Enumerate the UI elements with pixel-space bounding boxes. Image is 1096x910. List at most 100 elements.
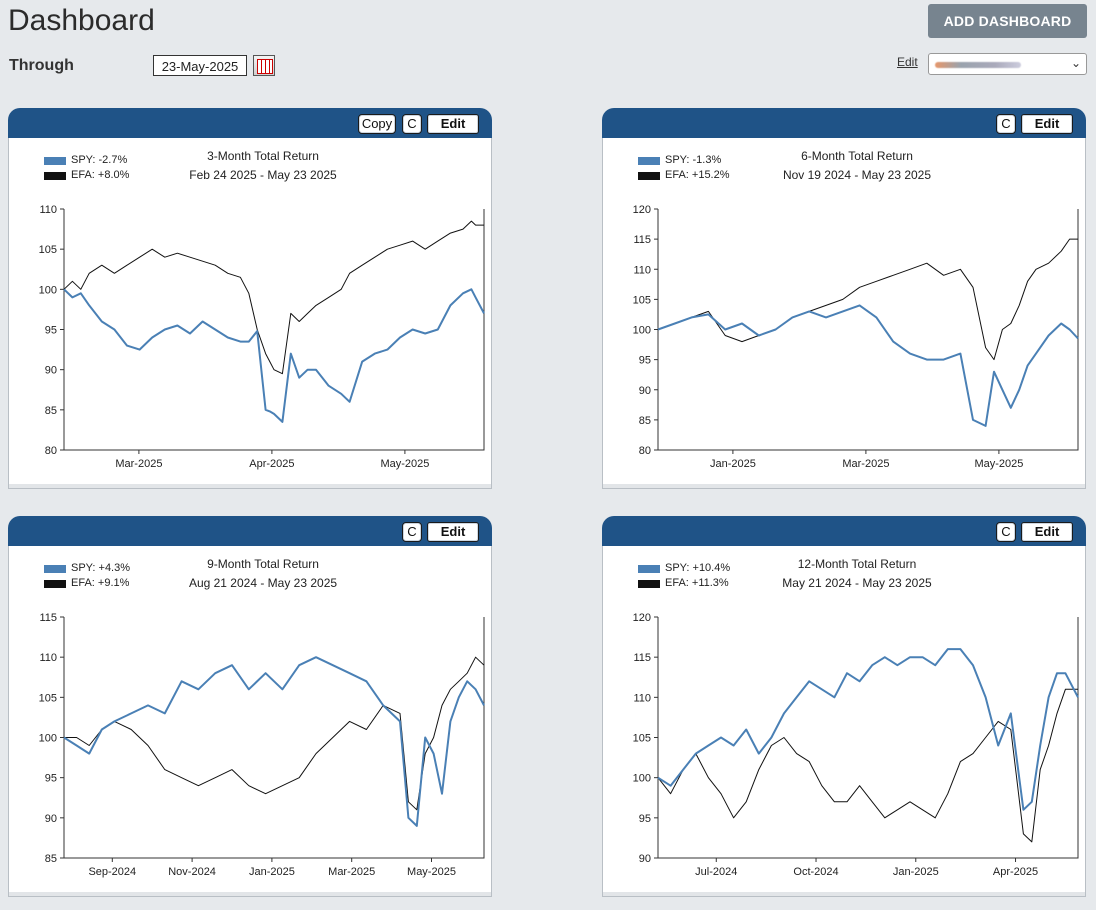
page-title: Dashboard [8,4,155,37]
panel-body [8,138,492,489]
panel-body [602,546,1086,897]
series-line-spy [63,656,485,827]
chart-title: 12-Month Total Return [797,557,917,571]
chart-axes [63,617,485,859]
x-tick-label: Mar-2025 [328,866,375,878]
copy-button[interactable]: Copy [358,114,396,134]
x-tick-label: Apr-2025 [993,866,1038,878]
y-tick-label: 85 [45,853,57,865]
y-tick-label: 120 [633,204,651,216]
legend-item: SPY: -1.3% [638,153,730,168]
panel-footer-stripe [603,484,1085,488]
y-tick-label: 100 [633,773,651,785]
x-tick-label: Mar-2025 [842,458,889,470]
x-tick-label: May-2025 [407,866,456,878]
legend-item: SPY: -2.7% [44,153,129,168]
chart-legend: SPY: -1.3% EFA: +15.2% [638,153,730,183]
panel-header: C Edit [8,516,492,546]
series-line-efa [63,220,484,375]
y-tick-label: 80 [45,445,57,457]
legend-label: EFA: +8.0% [71,169,130,181]
legend-item: SPY: +10.4% [638,561,730,576]
legend-swatch [44,156,66,165]
legend-item: EFA: +9.1% [44,576,130,591]
legend-item: EFA: +15.2% [638,168,730,183]
y-tick-label: 90 [45,813,57,825]
y-tick-label: 85 [45,405,57,417]
legend-swatch [638,171,660,180]
redacted-selection [935,62,1021,68]
chart-panel-1: Copy C Edit SPY: -2.7% EFA: +8.0% 3-Month Tot… [8,108,492,490]
chart-subtitle: Feb 24 2025 - May 23 2025 [189,168,337,182]
series-line-spy [657,304,1079,427]
y-tick-label: 90 [639,385,651,397]
x-tick-label: Jul-2024 [695,866,737,878]
y-tick-label: 110 [633,692,651,704]
x-tick-label: Jan-2025 [249,866,295,878]
legend-swatch [44,564,66,573]
x-tick-label: Mar-2025 [115,458,162,470]
y-tick-label: 105 [39,244,57,256]
legend-swatch [638,156,660,165]
panel-body [8,546,492,897]
line-chart: 85 90 95 100 105 110 115 Sep-2024 Nov-2024 Jan-20… [39,612,485,878]
y-tick-label: 100 [39,284,57,296]
legend-item: SPY: +4.3% [44,561,130,576]
y-tick-label: 110 [39,204,57,216]
through-label: Through [9,57,74,74]
x-tick-label: Jan-2025 [710,458,756,470]
chart-legend: SPY: -2.7% EFA: +8.0% [44,153,129,183]
legend-label: SPY: +4.3% [71,562,131,574]
legend-label: EFA: +11.3% [665,577,729,589]
through-date-input[interactable]: 23-May-2025 [153,55,247,76]
panel-header: C Edit [602,108,1086,138]
series-line-spy [657,648,1079,811]
legend-item: EFA: +8.0% [44,168,129,183]
y-tick-label: 115 [39,612,57,624]
y-tick-label: 105 [39,692,57,704]
edit-button[interactable]: Edit [427,522,479,542]
x-tick-label: Oct-2024 [793,866,838,878]
y-tick-label: 100 [633,325,651,337]
series-line-spy [63,288,485,423]
x-tick-label: May-2025 [380,458,429,470]
c-button[interactable]: C [402,522,422,542]
y-tick-label: 115 [633,234,651,246]
line-chart: 80 85 90 95 100 105 110 115 120 Jan-2025 Mar-2025 M… [633,204,1079,470]
dashboard-select[interactable]: ⌄ [928,53,1087,75]
line-chart: 80 85 90 95 100 105 110 Mar-2025 Apr-2025 May-202… [39,204,485,470]
x-tick-label: Jan-2025 [893,866,939,878]
legend-label: SPY: -2.7% [71,154,128,166]
y-tick-label: 90 [639,853,651,865]
calendar-icon[interactable] [253,55,275,76]
edit-button[interactable]: Edit [1021,114,1073,134]
y-tick-label: 95 [45,325,57,337]
x-tick-label: Apr-2025 [249,458,294,470]
chart-subtitle: Aug 21 2024 - May 23 2025 [188,576,338,590]
edit-button[interactable]: Edit [1021,522,1073,542]
line-chart: 90 95 100 105 110 115 120 Jul-2024 Oct-2024 Jan-2… [633,612,1079,878]
chart-panel-2: C Edit SPY: -1.3% EFA: +15.2% 6-Month Total … [602,108,1086,490]
chart-subtitle: Nov 19 2024 - May 23 2025 [782,168,932,182]
y-tick-label: 100 [39,733,57,745]
edit-dashboard-link[interactable]: Edit [897,55,918,69]
panel-footer-stripe [603,892,1085,896]
y-tick-label: 110 [39,652,57,664]
chart-title: 9-Month Total Return [207,557,319,571]
chart-title: 3-Month Total Return [207,149,319,163]
add-dashboard-button[interactable]: ADD DASHBOARD [928,4,1087,38]
y-tick-label: 95 [45,773,57,785]
c-button[interactable]: C [996,114,1016,134]
x-tick-label: Sep-2024 [88,866,136,878]
y-tick-label: 90 [45,365,57,377]
c-button[interactable]: C [402,114,422,134]
series-line-efa [657,238,1078,361]
y-tick-label: 115 [633,652,651,664]
panel-body [602,138,1086,489]
legend-swatch [638,564,660,573]
c-button[interactable]: C [996,522,1016,542]
y-tick-label: 80 [639,445,651,457]
panel-footer-stripe [9,484,491,488]
legend-swatch [44,171,66,180]
edit-button[interactable]: Edit [427,114,479,134]
